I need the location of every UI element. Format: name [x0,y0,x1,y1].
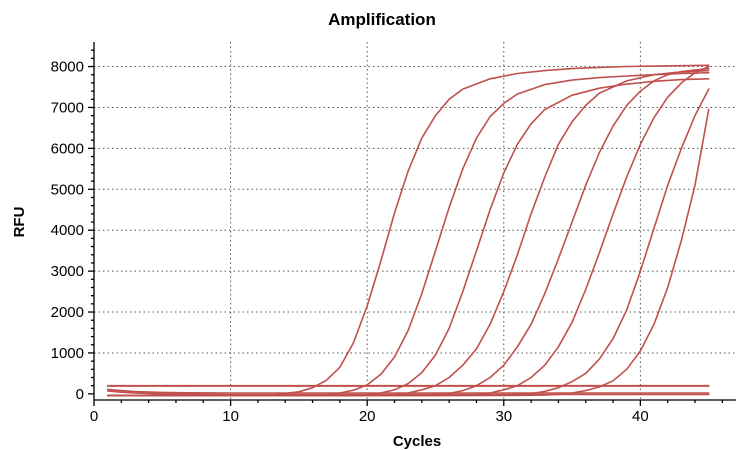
y-tick-label: 1000 [51,345,84,362]
y-tick-label: 0 [76,386,84,403]
y-tick-label: 5000 [51,181,84,198]
y-tick-label: 6000 [51,140,84,157]
x-tick-label: 40 [632,408,649,425]
amplification-curve-3 [106,78,710,397]
x-axis-ticks: 0 10 20 30 40 [90,400,723,425]
x-tick-label: 30 [495,408,512,425]
y-tick-label: 7000 [51,99,84,116]
axes [93,42,736,401]
x-tick-label: 10 [222,408,239,425]
amplification-curve-11 [106,390,710,396]
amplification-curve-2 [106,71,710,397]
grid-lines [94,42,736,400]
x-tick-label: 20 [359,408,376,425]
x-tick-label: 0 [90,408,98,425]
y-tick-label: 8000 [51,59,84,76]
amplification-curve-4 [106,69,710,397]
y-tick-label: 2000 [51,304,84,321]
y-axis-ticks: 0 1000 2000 3000 4000 5000 6000 7000 8000 [51,49,94,403]
amplification-curve-7 [106,88,710,397]
y-axis-label: RFU [11,207,28,238]
series-lines [106,64,710,397]
y-tick-label: 4000 [51,222,84,239]
x-axis-label: Cycles [393,433,441,450]
amplification-curve-12 [106,388,710,394]
amplification-curve-5 [106,67,710,397]
amplification-curve-8 [106,108,710,397]
y-tick-label: 3000 [51,263,84,280]
chart-title: Amplification [328,10,436,29]
amplification-curve-6 [106,65,710,397]
